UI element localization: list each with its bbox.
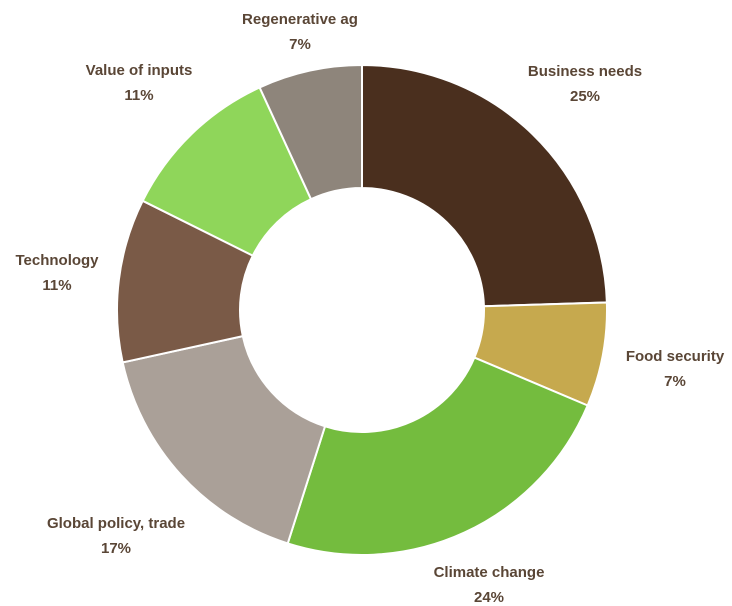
slice-value-label: 24%	[474, 589, 504, 606]
slice-value-label: 7%	[664, 373, 686, 390]
slice-value-label: 11%	[42, 277, 71, 294]
slice-value-label: 25%	[570, 88, 600, 105]
slice-value-label: 11%	[124, 87, 153, 104]
slice-label: Value of inputs	[86, 62, 193, 79]
slice-value-label: 17%	[101, 540, 131, 557]
slice-label: Regenerative ag	[242, 11, 358, 28]
slice-climate-change	[286, 356, 589, 556]
slice-regenerative-ag	[258, 63, 363, 201]
slice-label: Technology	[15, 252, 99, 269]
slice-value-label: 7%	[289, 36, 311, 53]
slice-business-needs	[361, 63, 608, 308]
slice-label: Business needs	[528, 63, 642, 80]
slice-label: Climate change	[434, 564, 545, 581]
slice-global-policy-trade	[121, 334, 327, 545]
slice-label: Food security	[626, 348, 725, 365]
slice-label: Global policy, trade	[47, 515, 185, 532]
